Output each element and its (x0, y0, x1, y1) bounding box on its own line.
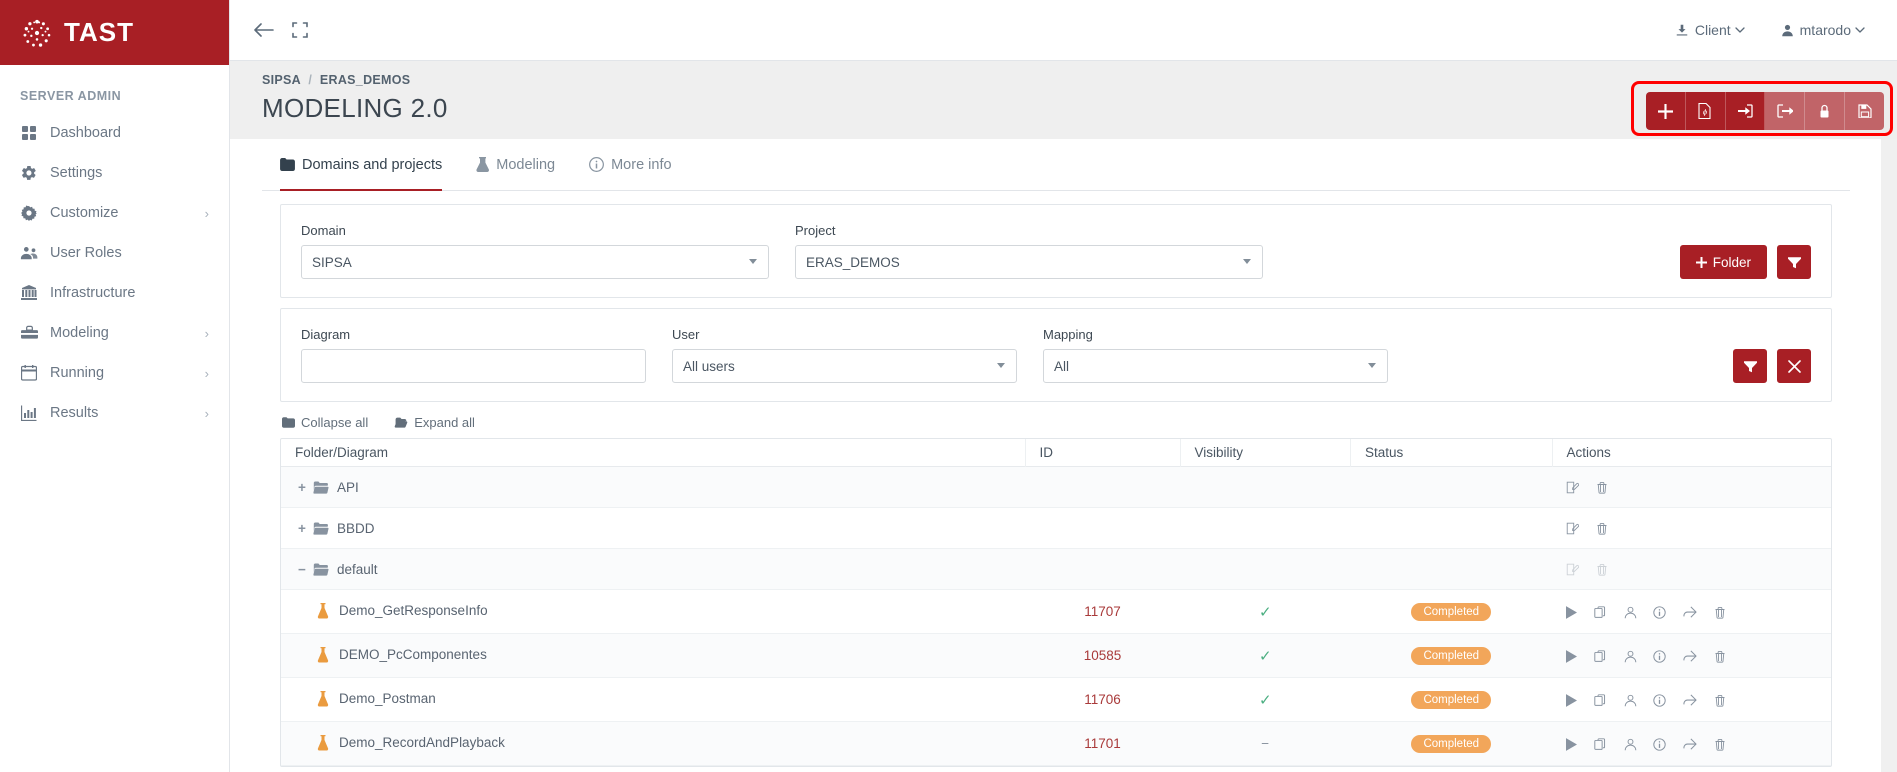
svg-text:ϕ: ϕ (1703, 108, 1707, 117)
